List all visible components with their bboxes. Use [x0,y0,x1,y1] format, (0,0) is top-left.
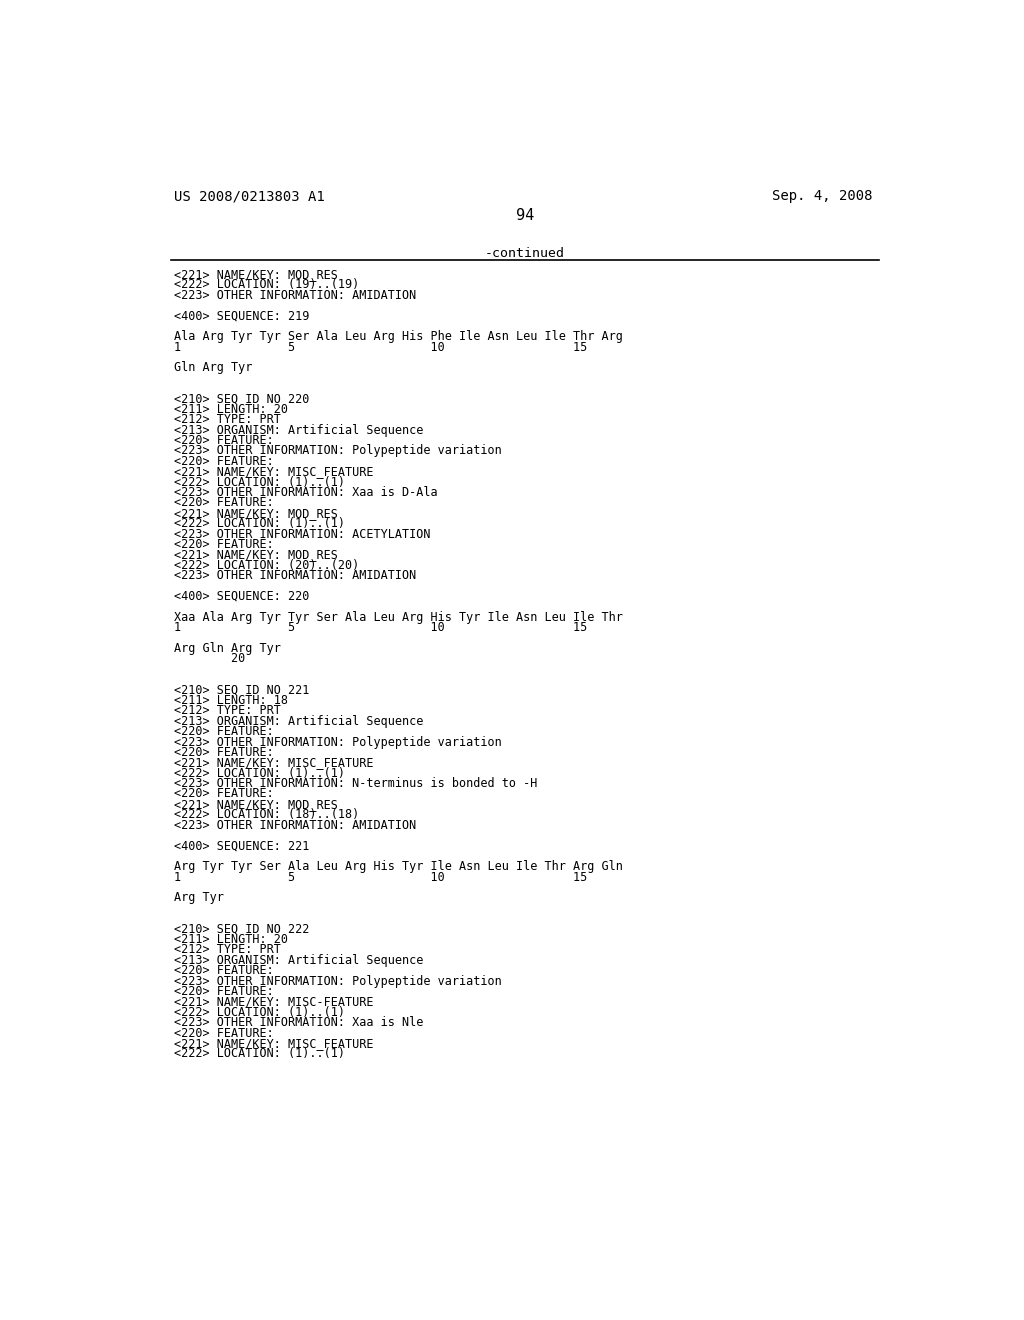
Text: <220> FEATURE:: <220> FEATURE: [174,434,274,447]
Text: Ala Arg Tyr Tyr Ser Ala Leu Arg His Phe Ile Asn Leu Ile Thr Arg: Ala Arg Tyr Tyr Ser Ala Leu Arg His Phe … [174,330,624,343]
Text: <223> OTHER INFORMATION: AMIDATION: <223> OTHER INFORMATION: AMIDATION [174,289,417,301]
Text: <222> LOCATION: (1)..(1): <222> LOCATION: (1)..(1) [174,517,345,531]
Text: US 2008/0213803 A1: US 2008/0213803 A1 [174,189,326,203]
Text: <220> FEATURE:: <220> FEATURE: [174,1027,274,1040]
Text: <211> LENGTH: 20: <211> LENGTH: 20 [174,933,289,946]
Text: 94: 94 [516,209,534,223]
Text: <213> ORGANISM: Artificial Sequence: <213> ORGANISM: Artificial Sequence [174,714,424,727]
Text: 1               5                   10                  15: 1 5 10 15 [174,622,588,634]
Text: <222> LOCATION: (1)..(1): <222> LOCATION: (1)..(1) [174,767,345,780]
Text: <222> LOCATION: (1)..(1): <222> LOCATION: (1)..(1) [174,475,345,488]
Text: <220> FEATURE:: <220> FEATURE: [174,539,274,550]
Text: Arg Tyr Tyr Ser Ala Leu Arg His Tyr Ile Asn Leu Ile Thr Arg Gln: Arg Tyr Tyr Ser Ala Leu Arg His Tyr Ile … [174,861,624,874]
Text: <223> OTHER INFORMATION: AMIDATION: <223> OTHER INFORMATION: AMIDATION [174,569,417,582]
Text: <212> TYPE: PRT: <212> TYPE: PRT [174,944,282,957]
Text: <220> FEATURE:: <220> FEATURE: [174,496,274,510]
Text: Arg Gln Arg Tyr: Arg Gln Arg Tyr [174,642,282,655]
Text: <211> LENGTH: 20: <211> LENGTH: 20 [174,403,289,416]
Text: <221> NAME/KEY: MISC_FEATURE: <221> NAME/KEY: MISC_FEATURE [174,465,374,478]
Text: Gln Arg Tyr: Gln Arg Tyr [174,362,253,375]
Text: <221> NAME/KEY: MOD_RES: <221> NAME/KEY: MOD_RES [174,268,338,281]
Text: <211> LENGTH: 18: <211> LENGTH: 18 [174,694,289,708]
Text: <223> OTHER INFORMATION: Polypeptide variation: <223> OTHER INFORMATION: Polypeptide var… [174,735,502,748]
Text: <223> OTHER INFORMATION: ACETYLATION: <223> OTHER INFORMATION: ACETYLATION [174,528,431,541]
Text: <220> FEATURE:: <220> FEATURE: [174,985,274,998]
Text: <220> FEATURE:: <220> FEATURE: [174,746,274,759]
Text: <400> SEQUENCE: 220: <400> SEQUENCE: 220 [174,590,310,603]
Text: <400> SEQUENCE: 221: <400> SEQUENCE: 221 [174,840,310,853]
Text: Arg Tyr: Arg Tyr [174,891,224,904]
Text: 1               5                   10                  15: 1 5 10 15 [174,871,588,883]
Text: <210> SEQ ID NO 221: <210> SEQ ID NO 221 [174,684,310,697]
Text: -continued: -continued [484,247,565,260]
Text: <221> NAME/KEY: MISC_FEATURE: <221> NAME/KEY: MISC_FEATURE [174,1038,374,1049]
Text: <220> FEATURE:: <220> FEATURE: [174,725,274,738]
Text: <213> ORGANISM: Artificial Sequence: <213> ORGANISM: Artificial Sequence [174,424,424,437]
Text: <210> SEQ ID NO 222: <210> SEQ ID NO 222 [174,923,310,936]
Text: 1               5                   10                  15: 1 5 10 15 [174,341,588,354]
Text: <221> NAME/KEY: MOD_RES: <221> NAME/KEY: MOD_RES [174,797,338,810]
Text: <223> OTHER INFORMATION: Polypeptide variation: <223> OTHER INFORMATION: Polypeptide var… [174,445,502,458]
Text: <221> NAME/KEY: MOD_RES: <221> NAME/KEY: MOD_RES [174,507,338,520]
Text: <223> OTHER INFORMATION: AMIDATION: <223> OTHER INFORMATION: AMIDATION [174,818,417,832]
Text: <223> OTHER INFORMATION: Xaa is Nle: <223> OTHER INFORMATION: Xaa is Nle [174,1016,424,1030]
Text: 20: 20 [174,652,246,665]
Text: <400> SEQUENCE: 219: <400> SEQUENCE: 219 [174,309,310,322]
Text: <220> FEATURE:: <220> FEATURE: [174,964,274,977]
Text: <212> TYPE: PRT: <212> TYPE: PRT [174,413,282,426]
Text: <222> LOCATION: (19)..(19): <222> LOCATION: (19)..(19) [174,279,359,292]
Text: <222> LOCATION: (18)..(18): <222> LOCATION: (18)..(18) [174,808,359,821]
Text: <222> LOCATION: (1)..(1): <222> LOCATION: (1)..(1) [174,1047,345,1060]
Text: <212> TYPE: PRT: <212> TYPE: PRT [174,705,282,717]
Text: <223> OTHER INFORMATION: Polypeptide variation: <223> OTHER INFORMATION: Polypeptide var… [174,974,502,987]
Text: <221> NAME/KEY: MISC_FEATURE: <221> NAME/KEY: MISC_FEATURE [174,756,374,770]
Text: <223> OTHER INFORMATION: Xaa is D-Ala: <223> OTHER INFORMATION: Xaa is D-Ala [174,486,438,499]
Text: Xaa Ala Arg Tyr Tyr Ser Ala Leu Arg His Tyr Ile Asn Leu Ile Thr: Xaa Ala Arg Tyr Tyr Ser Ala Leu Arg His … [174,611,624,624]
Text: <220> FEATURE:: <220> FEATURE: [174,788,274,800]
Text: <213> ORGANISM: Artificial Sequence: <213> ORGANISM: Artificial Sequence [174,954,424,966]
Text: <221> NAME/KEY: MISC-FEATURE: <221> NAME/KEY: MISC-FEATURE [174,995,374,1008]
Text: <220> FEATURE:: <220> FEATURE: [174,455,274,467]
Text: <222> LOCATION: (1)..(1): <222> LOCATION: (1)..(1) [174,1006,345,1019]
Text: <223> OTHER INFORMATION: N-terminus is bonded to -H: <223> OTHER INFORMATION: N-terminus is b… [174,777,538,791]
Text: Sep. 4, 2008: Sep. 4, 2008 [771,189,872,203]
Text: <210> SEQ ID NO 220: <210> SEQ ID NO 220 [174,392,310,405]
Text: <221> NAME/KEY: MOD_RES: <221> NAME/KEY: MOD_RES [174,548,338,561]
Text: <222> LOCATION: (20)..(20): <222> LOCATION: (20)..(20) [174,558,359,572]
